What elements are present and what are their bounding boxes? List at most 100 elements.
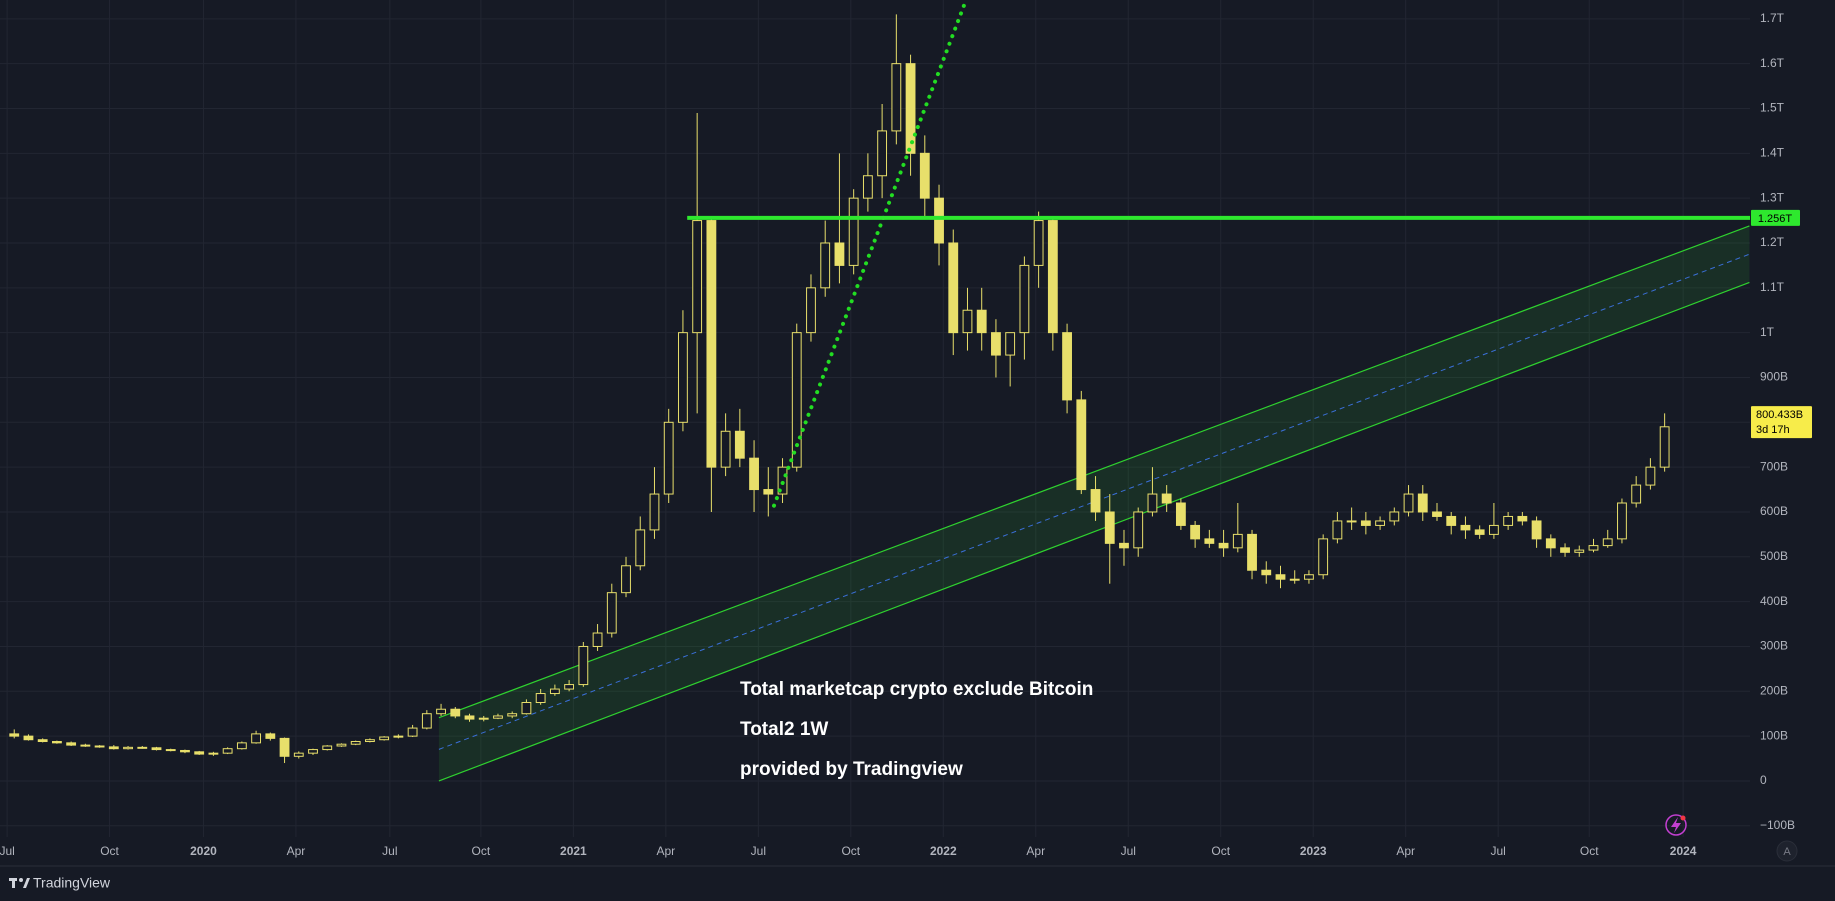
candle-body xyxy=(279,737,290,757)
candle-body xyxy=(1247,533,1257,571)
candle-body xyxy=(336,743,347,747)
channel-line xyxy=(438,225,1750,719)
candle-body xyxy=(407,727,418,737)
candle-body xyxy=(1389,511,1400,522)
candle-body xyxy=(521,702,532,715)
y-tick-label: 1.3T xyxy=(1760,190,1785,204)
candle-body xyxy=(151,747,162,751)
x-tick-label: Jul xyxy=(1121,844,1136,858)
brand: TradingView xyxy=(33,875,111,891)
candle-body xyxy=(1261,569,1272,576)
y-tick-label: 100B xyxy=(1760,728,1788,742)
x-tick-label: 2022 xyxy=(930,844,957,858)
auto-scale-label: A xyxy=(1783,846,1791,858)
x-tick-label: Jul xyxy=(751,844,766,858)
candle-body xyxy=(1289,578,1300,581)
x-tick-label: Apr xyxy=(1026,844,1045,858)
candle-body xyxy=(123,746,133,750)
x-tick-label: Oct xyxy=(472,844,491,858)
candle-body xyxy=(862,175,873,199)
candle-body xyxy=(1432,511,1442,517)
candle-body xyxy=(37,739,48,743)
y-tick-label: 0 xyxy=(1760,773,1767,787)
candle-body xyxy=(1275,574,1286,580)
candle-body xyxy=(1175,502,1186,526)
pane xyxy=(9,0,1750,782)
candle-body xyxy=(1403,493,1414,513)
candle-body xyxy=(1503,515,1514,526)
candle-body xyxy=(806,287,816,334)
auto-scale-button[interactable] xyxy=(1776,840,1798,862)
price-tag xyxy=(1751,406,1812,439)
candle-body xyxy=(1133,511,1144,549)
y-tick-label: −100B xyxy=(1760,818,1795,832)
candle-body xyxy=(1446,515,1457,526)
candle-body xyxy=(976,309,987,334)
candle-body xyxy=(948,242,959,334)
candle-body xyxy=(1147,493,1158,513)
candle-body xyxy=(1005,332,1016,356)
x-tick-label: 2020 xyxy=(190,844,217,858)
candle-body xyxy=(1204,538,1215,544)
candle-body xyxy=(1631,484,1642,504)
candle-body xyxy=(734,430,745,459)
trendline xyxy=(771,0,969,508)
y-tick-label: 1.6T xyxy=(1760,56,1785,70)
candle-body xyxy=(222,748,233,754)
x-tick-label: Apr xyxy=(1396,844,1415,858)
x-tick-label: 2021 xyxy=(560,844,587,858)
candle-body xyxy=(777,466,788,495)
alert-bolt xyxy=(1671,817,1681,833)
candle-body xyxy=(564,684,575,690)
candle-body xyxy=(649,493,660,531)
candle-body xyxy=(692,220,703,334)
candle-body xyxy=(1346,520,1357,523)
candle-body xyxy=(1304,574,1314,580)
x-tick-label: Oct xyxy=(841,844,860,858)
y-tick-label: 1.4T xyxy=(1760,145,1785,159)
candle-body xyxy=(1659,426,1670,468)
candle-body xyxy=(749,457,759,491)
candle-body xyxy=(507,713,518,717)
candle-body xyxy=(663,421,674,495)
candle-body xyxy=(1531,520,1542,540)
x-tick-label: Oct xyxy=(100,844,119,858)
candle-body xyxy=(1047,220,1058,334)
candle-body xyxy=(763,489,774,495)
candle-body xyxy=(1161,493,1172,504)
candle-body xyxy=(208,752,219,755)
x-tick-label: 2023 xyxy=(1300,844,1327,858)
candle-body xyxy=(1645,466,1656,486)
candle-body xyxy=(1617,502,1627,540)
candle-body xyxy=(848,197,859,266)
price-tag-countdown: 3d 17h xyxy=(1756,424,1790,436)
candle-body xyxy=(1119,542,1129,549)
grid: −100B0100B200B300B400B500B600B700B800B90… xyxy=(0,0,1795,858)
candle-body xyxy=(1460,524,1471,531)
y-tick-label: 1.1T xyxy=(1760,280,1785,294)
candle-body xyxy=(877,130,888,177)
candle-body xyxy=(80,744,91,747)
alert-icon[interactable] xyxy=(1665,814,1687,836)
x-tick-label: Apr xyxy=(657,844,676,858)
candle-body xyxy=(350,741,361,745)
price-tag-label: 800.433B xyxy=(1756,409,1803,421)
x-tick-label: Jul xyxy=(382,844,397,858)
brand-logo xyxy=(9,878,30,888)
candle-body xyxy=(1318,538,1329,576)
candle-body xyxy=(1517,515,1528,522)
level-tag-label: 1.256T xyxy=(1758,213,1793,225)
candle-body xyxy=(1360,520,1371,526)
candle-body xyxy=(194,751,205,755)
annotation: provided by Tradingview xyxy=(740,759,963,780)
x-tick-label: 2024 xyxy=(1670,844,1697,858)
candle-body xyxy=(23,735,34,741)
candle-body xyxy=(1332,520,1343,540)
annotation: Total2 1W xyxy=(740,719,828,740)
candle-body xyxy=(720,430,731,468)
candle-body xyxy=(621,565,631,594)
candle-body xyxy=(791,332,802,468)
x-tick-label: Apr xyxy=(287,844,306,858)
